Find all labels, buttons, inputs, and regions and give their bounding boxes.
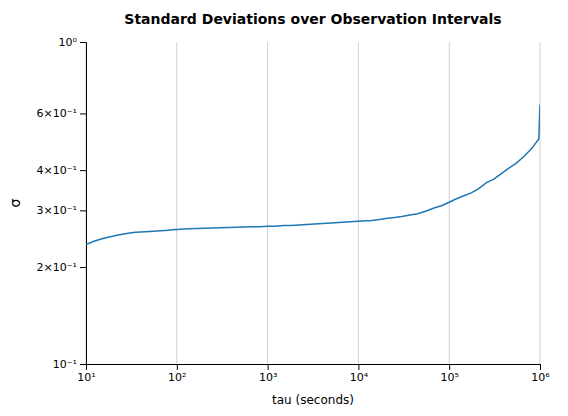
y-tick-mark <box>80 113 86 114</box>
y-tick-mark <box>80 364 86 365</box>
x-tick: 10² <box>168 364 186 384</box>
y-tick-label: 4×10⁻¹ <box>37 164 77 177</box>
grid-line <box>267 42 268 364</box>
y-tick: 3×10⁻¹ <box>37 204 86 217</box>
grid-line <box>176 42 177 364</box>
x-tick-mark <box>540 364 541 370</box>
y-axis-line <box>80 43 87 365</box>
y-tick-label: 6×10⁻¹ <box>37 107 77 120</box>
x-tick: 10⁶ <box>531 364 550 384</box>
x-axis: 10¹ 10² 10³ 10⁴ 10⁵ 10⁶ <box>77 364 550 384</box>
y-axis: 10⁻¹ 2×10⁻¹ 3×10⁻¹ 4×10⁻¹ 6×10⁻¹ 10⁰ <box>37 36 87 371</box>
x-tick-label: 10¹ <box>77 371 95 384</box>
y-tick-mark <box>80 267 86 268</box>
grid-line <box>540 42 541 364</box>
x-tick: 10⁵ <box>440 364 458 384</box>
x-tick-mark <box>358 364 359 370</box>
x-tick-label: 10⁶ <box>531 371 550 384</box>
title: Standard Deviations over Observation Int… <box>124 11 501 27</box>
x-tick-label: 10³ <box>259 371 277 384</box>
y-tick-label: 2×10⁻¹ <box>37 261 77 274</box>
y-axis-title: σ <box>7 198 23 207</box>
x-tick-label: 10⁵ <box>440 371 458 384</box>
x-axis-title: tau (seconds) <box>272 393 354 407</box>
y-tick: 10⁻¹ <box>53 358 86 371</box>
y-tick: 6×10⁻¹ <box>37 107 86 120</box>
grid-line <box>358 42 359 364</box>
plot: 10¹ 10² 10³ 10⁴ 10⁵ 10⁶ 10⁻¹ 2×10⁻¹ 3×10⁻¹ 4×10⁻¹… <box>37 36 551 384</box>
y-tick: 2×10⁻¹ <box>37 261 86 274</box>
y-tick: 4×10⁻¹ <box>37 164 86 177</box>
x-tick: 10³ <box>259 364 277 384</box>
x-axis-line <box>87 365 541 371</box>
y-tick-mark <box>80 42 86 43</box>
x-tick: 10¹ <box>77 364 95 384</box>
data-line <box>86 104 540 244</box>
y-tick-mark <box>80 170 86 171</box>
y-tick-label: 10⁰ <box>59 36 78 49</box>
y-tick-label: 3×10⁻¹ <box>37 204 77 217</box>
marks <box>86 104 540 244</box>
y-tick: 10⁰ <box>59 36 86 49</box>
x-tick-label: 10² <box>168 371 186 384</box>
x-tick-label: 10⁴ <box>350 371 369 384</box>
y-tick-mark <box>80 210 86 211</box>
grid <box>86 42 540 364</box>
x-tick: 10⁴ <box>350 364 369 384</box>
chart: 10¹ 10² 10³ 10⁴ 10⁵ 10⁶ 10⁻¹ 2×10⁻¹ 3×10⁻¹ 4×10⁻¹… <box>0 0 568 416</box>
y-tick-label: 10⁻¹ <box>53 358 77 371</box>
x-tick-mark <box>268 364 269 370</box>
x-tick-mark <box>177 364 178 370</box>
x-tick-mark <box>449 364 450 370</box>
